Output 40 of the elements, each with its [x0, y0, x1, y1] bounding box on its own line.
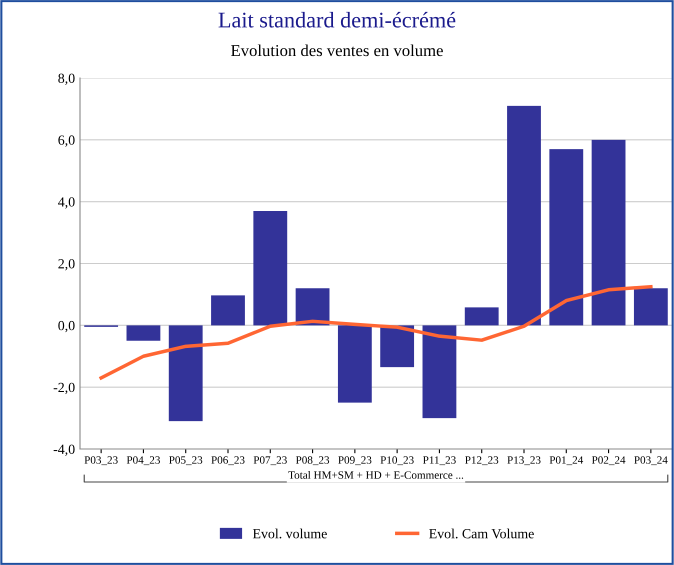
x-tick-label: P09_23 — [338, 456, 372, 466]
x-tick-label: P07_23 — [254, 456, 287, 466]
bar — [253, 210, 288, 326]
y-tick-label: 0,0 — [58, 320, 75, 332]
x-tick-label: P03_23 — [84, 456, 118, 466]
bar — [592, 140, 626, 326]
y-tick-label: -2,0 — [54, 382, 75, 394]
chart-title: Lait standard demi-écrémé — [218, 12, 456, 28]
bar — [464, 307, 499, 326]
line-series — [99, 284, 653, 380]
chart-subtitle: Evolution des ventes en volume — [231, 44, 443, 56]
x-tick-label: P03_24 — [634, 456, 668, 466]
y-tick-label: -4,0 — [54, 444, 75, 456]
bar — [507, 106, 541, 326]
x-tick-label: P06_23 — [211, 456, 245, 466]
bar — [422, 325, 456, 418]
y-tick-label: 8,0 — [58, 74, 75, 85]
text: Total HM+SM + HD + E-Commerce ... — [288, 470, 464, 479]
x-tick-label: P01_24 — [550, 456, 584, 466]
x-tick-label: P10_23 — [380, 456, 414, 466]
x-tick-label: P11_23 — [422, 456, 456, 466]
bar — [549, 149, 584, 326]
bar — [211, 295, 245, 326]
y-tick-label: 2,0 — [58, 259, 75, 270]
bar — [296, 288, 330, 326]
x-tick-label: P04_23 — [126, 456, 160, 466]
bar — [126, 325, 160, 341]
bar — [338, 325, 372, 403]
x-tick-label: P08_23 — [296, 456, 330, 466]
bar — [168, 325, 203, 422]
y-tick-label: 6,0 — [58, 135, 75, 147]
x-tick-label: P13_23 — [507, 456, 541, 466]
bar — [634, 288, 668, 326]
y-tick-label: 4,0 — [58, 197, 75, 209]
legend-label: Evol. volume — [252, 528, 327, 538]
x-tick-label: P02_24 — [592, 456, 626, 466]
legend-label: Evol. Cam Volume — [429, 528, 534, 538]
x-tick-label: P05_23 — [169, 456, 202, 466]
bar — [380, 325, 414, 368]
x-tick-label: P12_23 — [465, 456, 498, 466]
